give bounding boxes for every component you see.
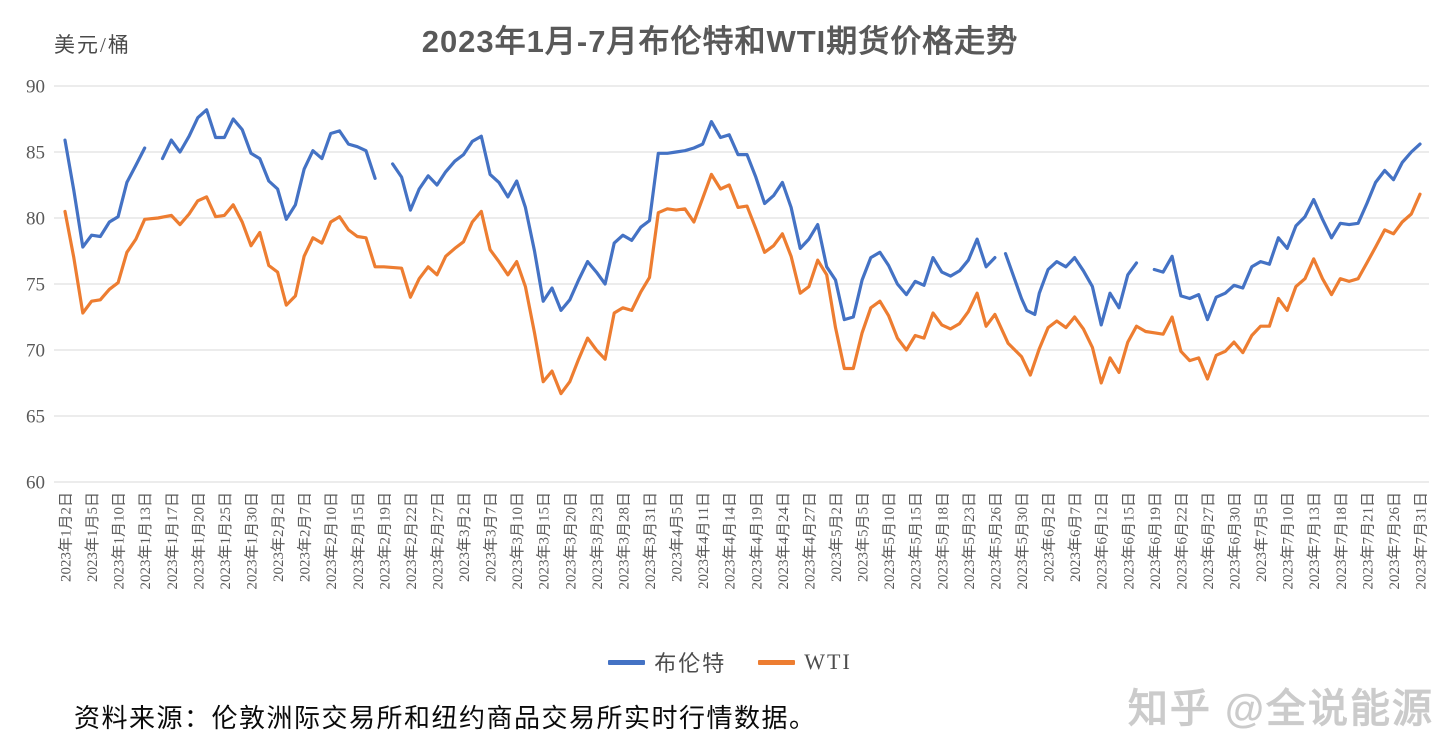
x-tick-label: 2023年5月18日 — [934, 492, 951, 590]
legend-item-brent: 布伦特 — [608, 646, 726, 678]
legend-label-brent: 布伦特 — [654, 651, 727, 676]
x-tick-label: 2023年4月19日 — [748, 492, 765, 590]
x-tick-label: 2023年5月23日 — [961, 492, 978, 590]
x-tick-label: 2023年6月15日 — [1120, 492, 1137, 590]
x-tick-label: 2023年5月2日 — [828, 492, 845, 582]
y-tick-label: 75 — [26, 275, 45, 296]
x-tick-label: 2023年3月23日 — [589, 492, 606, 590]
x-tick-label: 2023年1月25日 — [217, 492, 234, 590]
x-tick-label: 2023年2月15日 — [350, 492, 367, 590]
x-tick-label: 2023年7月26日 — [1386, 492, 1403, 590]
chart-title: 2023年1月-7月布伦特和WTI期货价格走势 — [421, 24, 1019, 59]
series-line-brent — [63, 108, 1422, 327]
x-tick-label: 2023年6月19日 — [1147, 492, 1164, 590]
x-tick-label: 2023年1月13日 — [137, 492, 154, 590]
x-tick-label: 2023年7月10日 — [1280, 492, 1297, 590]
x-tick-label: 2023年6月12日 — [1094, 492, 1111, 590]
x-tick-label: 2023年3月31日 — [642, 492, 659, 590]
y-tick-labels: 90 85 80 75 70 65 60 — [26, 77, 45, 494]
legend-item-wti: WTI — [758, 649, 852, 675]
x-tick-label: 2023年1月20日 — [190, 492, 207, 590]
x-tick-label: 2023年3月7日 — [483, 492, 500, 582]
x-tick-label: 2023年2月2日 — [270, 492, 287, 582]
x-tick-label: 2023年2月19日 — [376, 492, 393, 590]
y-tick-label: 85 — [26, 143, 45, 164]
x-tick-label: 2023年5月30日 — [1014, 492, 1031, 590]
x-tick-label: 2023年3月15日 — [536, 492, 553, 590]
y-axis-unit-label: 美元/桶 — [54, 33, 131, 57]
x-tick-label: 2023年5月15日 — [908, 492, 925, 590]
x-tick-label: 2023年1月10日 — [111, 492, 128, 590]
x-tick-label: 2023年6月22日 — [1173, 492, 1190, 590]
x-tick-label: 2023年4月14日 — [722, 492, 739, 590]
x-tick-label: 2023年4月11日 — [695, 492, 712, 589]
y-tick-label: 60 — [26, 473, 45, 494]
x-tick-label: 2023年7月13日 — [1306, 492, 1323, 590]
x-tick-label: 2023年7月21日 — [1359, 492, 1376, 590]
x-tick-label: 2023年3月20日 — [562, 492, 579, 590]
x-tick-label: 2023年2月22日 — [403, 492, 420, 590]
x-tick-label: 2023年4月27日 — [801, 492, 818, 590]
series-line-wti — [63, 172, 1422, 396]
y-tick-label: 65 — [26, 407, 45, 428]
legend-label-wti: WTI — [804, 649, 852, 674]
x-tick-label: 2023年3月28日 — [615, 492, 632, 590]
x-tick-label: 2023年6月30日 — [1227, 492, 1244, 590]
x-tick-label: 2023年3月10日 — [509, 492, 526, 590]
y-tick-label: 90 — [26, 77, 45, 98]
x-tick-label: 2023年5月10日 — [881, 492, 898, 590]
wti-line-swatch — [758, 659, 796, 665]
x-tick-label: 2023年1月5日 — [84, 492, 101, 582]
x-tick-label: 2023年2月27日 — [429, 492, 446, 590]
legend: 布伦特 WTI — [0, 646, 1440, 678]
x-tick-label: 2023年2月7日 — [297, 492, 314, 582]
x-tick-label: 2023年2月10日 — [323, 492, 340, 590]
x-tick-label: 2023年7月31日 — [1413, 492, 1430, 590]
x-tick-label: 2023年6月2日 — [1041, 492, 1058, 582]
y-gridlines — [54, 85, 1429, 483]
x-tick-label: 2023年1月2日 — [58, 492, 75, 582]
y-tick-label: 70 — [26, 341, 45, 362]
x-tick-label: 2023年6月27日 — [1200, 492, 1217, 590]
x-tick-label: 2023年5月5日 — [855, 492, 872, 582]
source-note: 资料来源：伦敦洲际交易所和纽约商品交易所实时行情数据。 — [74, 704, 817, 733]
x-tick-label: 2023年6月7日 — [1067, 492, 1084, 582]
watermark: 知乎 @全说能源 — [1127, 687, 1434, 731]
x-tick-label: 2023年5月26日 — [987, 492, 1004, 590]
x-tick-label: 2023年7月18日 — [1333, 492, 1350, 590]
x-tick-label: 2023年1月30日 — [243, 492, 260, 590]
x-tick-label: 2023年4月5日 — [669, 492, 686, 582]
x-tick-label: 2023年3月2日 — [456, 492, 473, 582]
brent-line-swatch — [608, 659, 646, 665]
x-tick-label: 2023年7月5日 — [1253, 492, 1270, 582]
x-tick-label: 2023年1月17日 — [164, 492, 181, 590]
x-tick-labels: 2023年1月2日 2023年1月5日 2023年1月10日 2023年1月13日 20… — [58, 492, 1430, 590]
x-tick-label: 2023年4月24日 — [775, 492, 792, 590]
y-tick-label: 80 — [26, 209, 45, 230]
